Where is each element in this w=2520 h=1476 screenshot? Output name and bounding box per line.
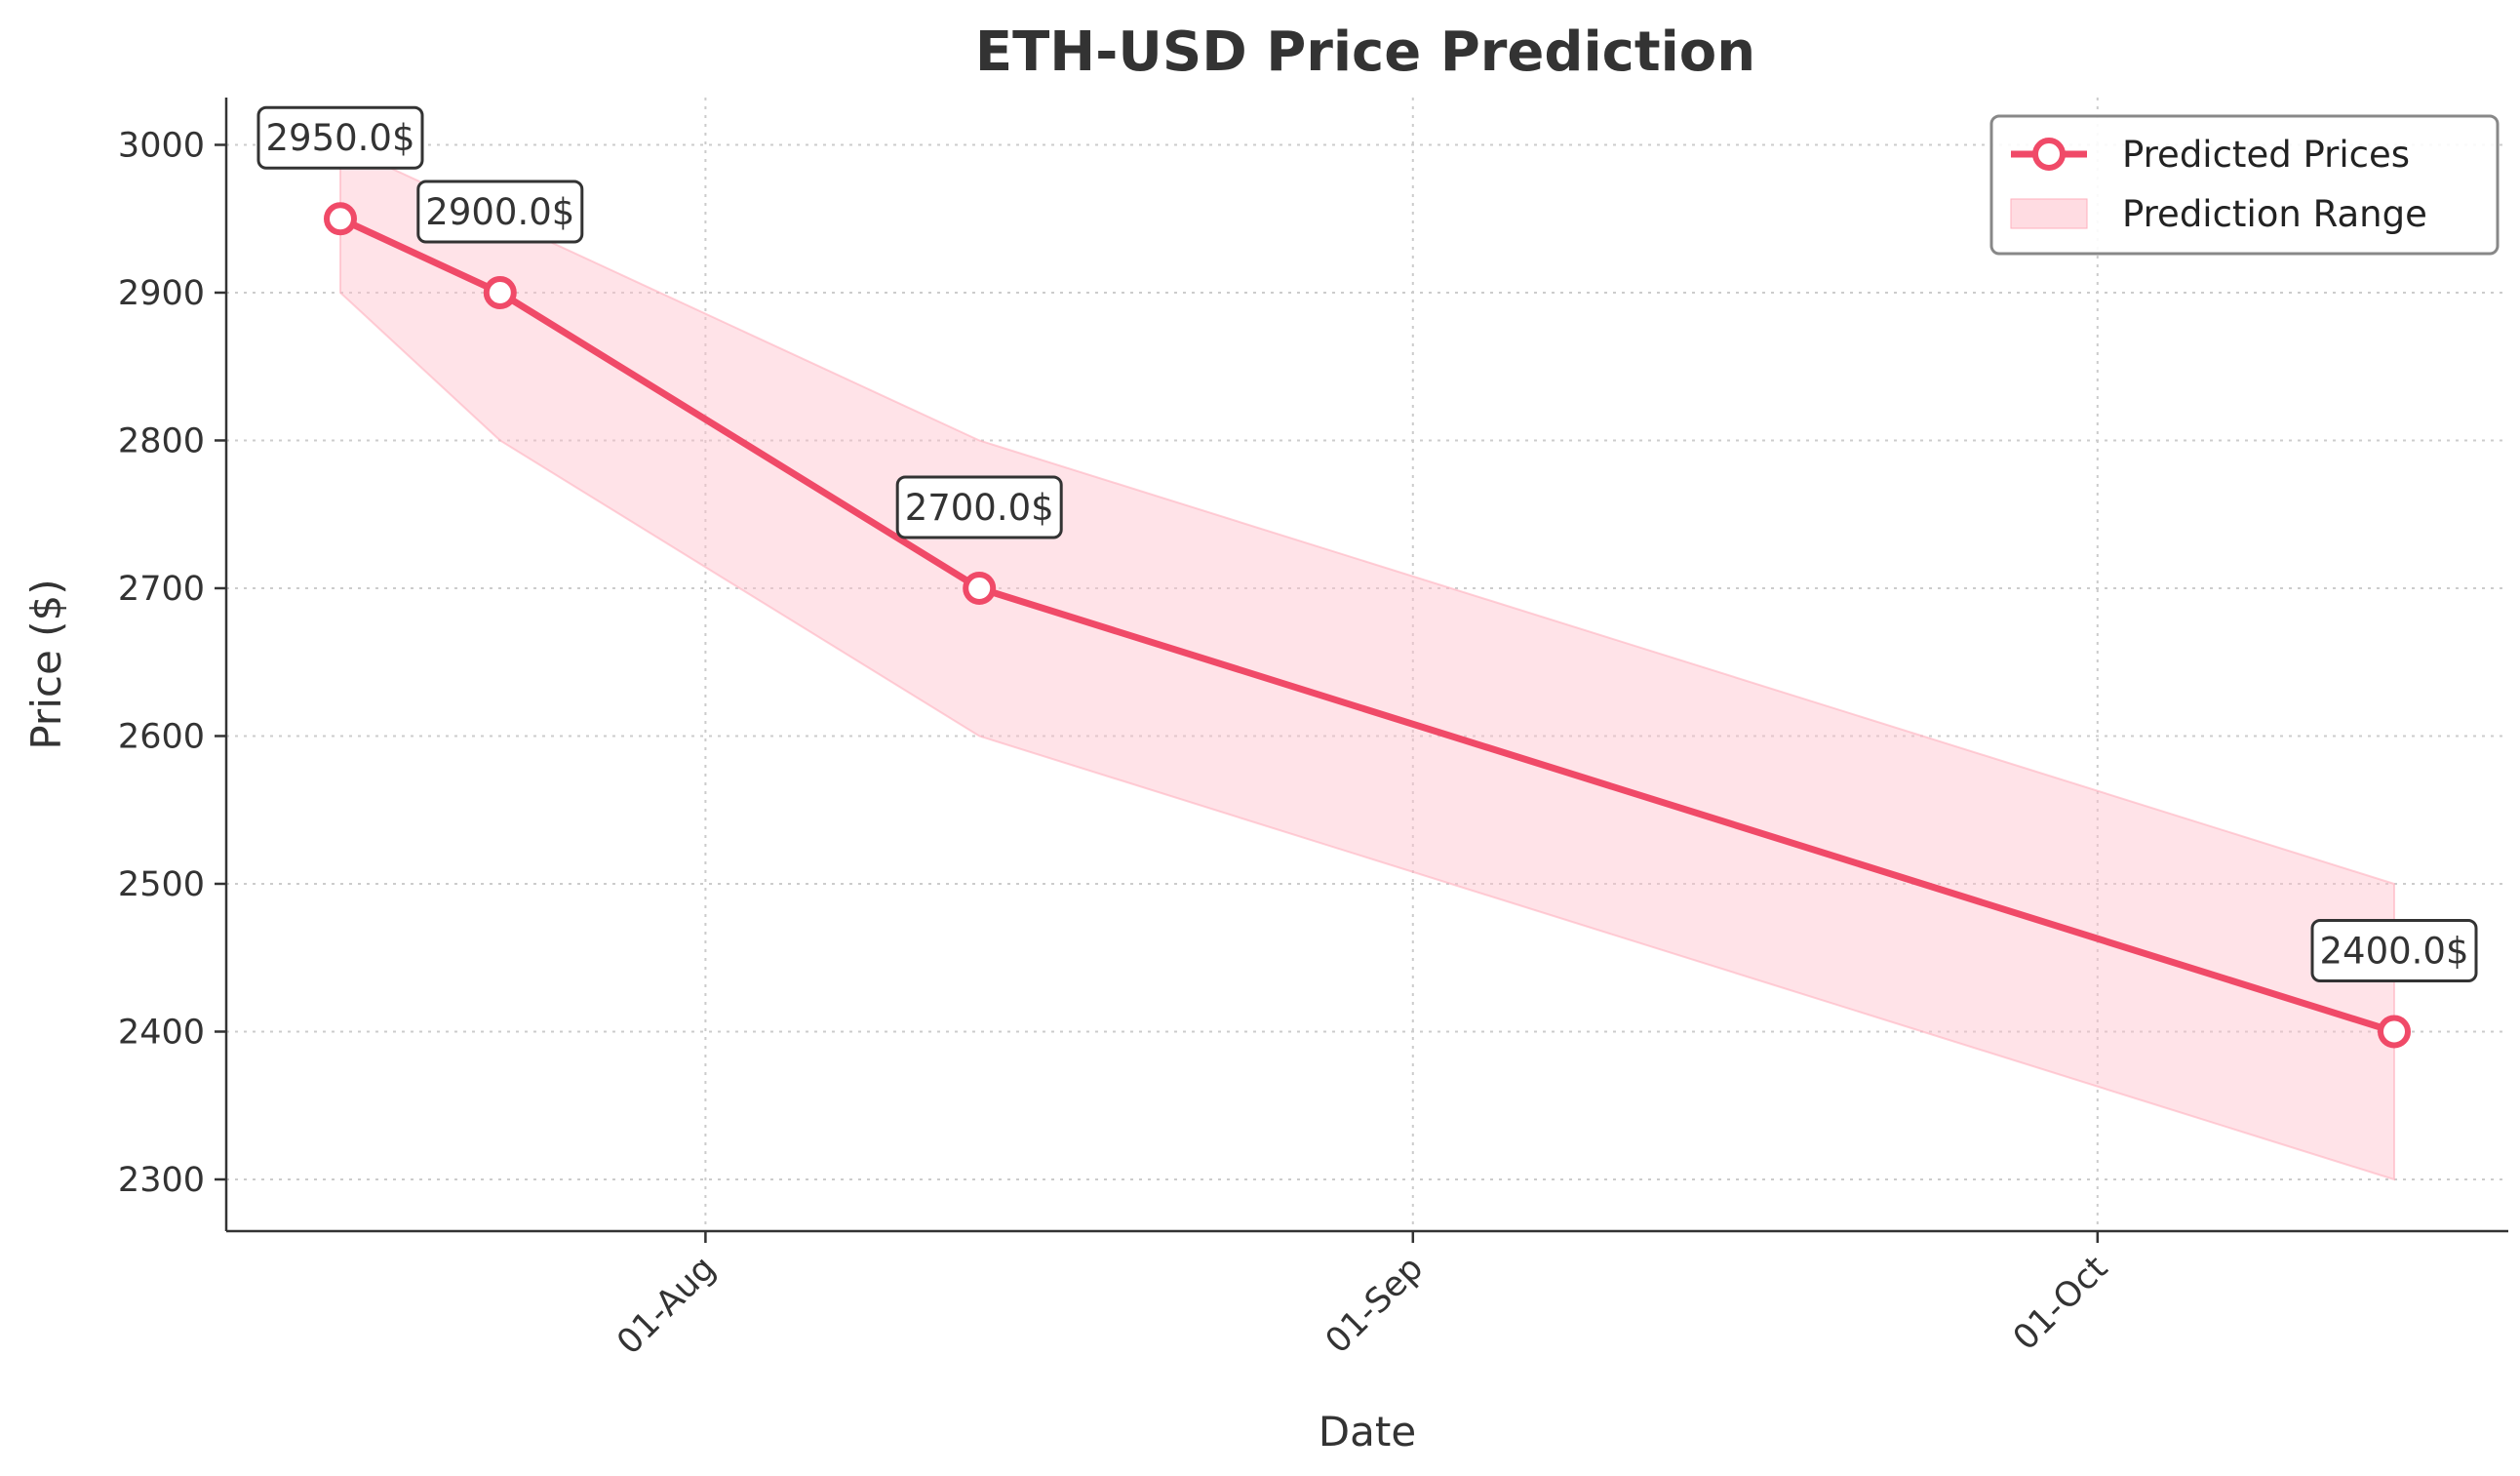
legend-box (1989, 114, 2500, 256)
y-axis-label: Price ($) (22, 578, 70, 749)
y-ticks: 2300 2400 2500 2600 2700 2800 2900 3000 (118, 126, 226, 1200)
data-label-box (416, 180, 584, 244)
x-tick-label: 01-Oct (2006, 1249, 2115, 1358)
grid (226, 98, 2508, 1231)
data-label: 2900.0$ (425, 191, 574, 233)
predicted-prices-line (336, 215, 2398, 1035)
y-tick-label: 2600 (118, 717, 205, 756)
y-tick-label: 2800 (118, 421, 205, 460)
y-tick-label: 3000 (118, 126, 205, 165)
data-labels: 2950.0$ 2900.0$ 2700.0$ 2400.0$ (256, 105, 2478, 982)
x-axis-label: Date (1319, 1408, 1416, 1456)
data-label-box (895, 475, 1063, 539)
data-label-box (256, 105, 424, 170)
legend-marker-swatch (2032, 138, 2066, 171)
y-tick-label: 2700 (118, 570, 205, 609)
y-tick-label: 2900 (118, 274, 205, 313)
x-tick-label: 01-Aug (610, 1249, 723, 1362)
chart-title: ETH-USD Price Prediction (975, 20, 1755, 84)
data-label-box (2310, 918, 2478, 982)
data-label: 2400.0$ (2319, 930, 2468, 972)
y-tick-label: 2300 (118, 1161, 205, 1200)
prediction-range-area (339, 142, 2395, 1181)
y-tick-label: 2400 (118, 1013, 205, 1052)
legend-label-predicted-prices: Predicted Prices (2122, 134, 2410, 176)
legend-range-swatch (2010, 198, 2088, 229)
x-tick-label: 01-Sep (1319, 1249, 1431, 1361)
data-point (324, 202, 357, 236)
data-label: 2950.0$ (265, 117, 414, 159)
legend-label-prediction-range: Prediction Range (2122, 193, 2427, 235)
data-point (483, 275, 517, 309)
data-label: 2700.0$ (905, 487, 1054, 529)
data-point (963, 571, 997, 605)
legend: Predicted Prices Prediction Range (1989, 114, 2500, 256)
data-point (2378, 1015, 2411, 1049)
x-ticks: 01-Aug 01-Sep 01-Oct (610, 1231, 2115, 1363)
y-tick-label: 2500 (118, 865, 205, 904)
data-points (324, 202, 2411, 1049)
